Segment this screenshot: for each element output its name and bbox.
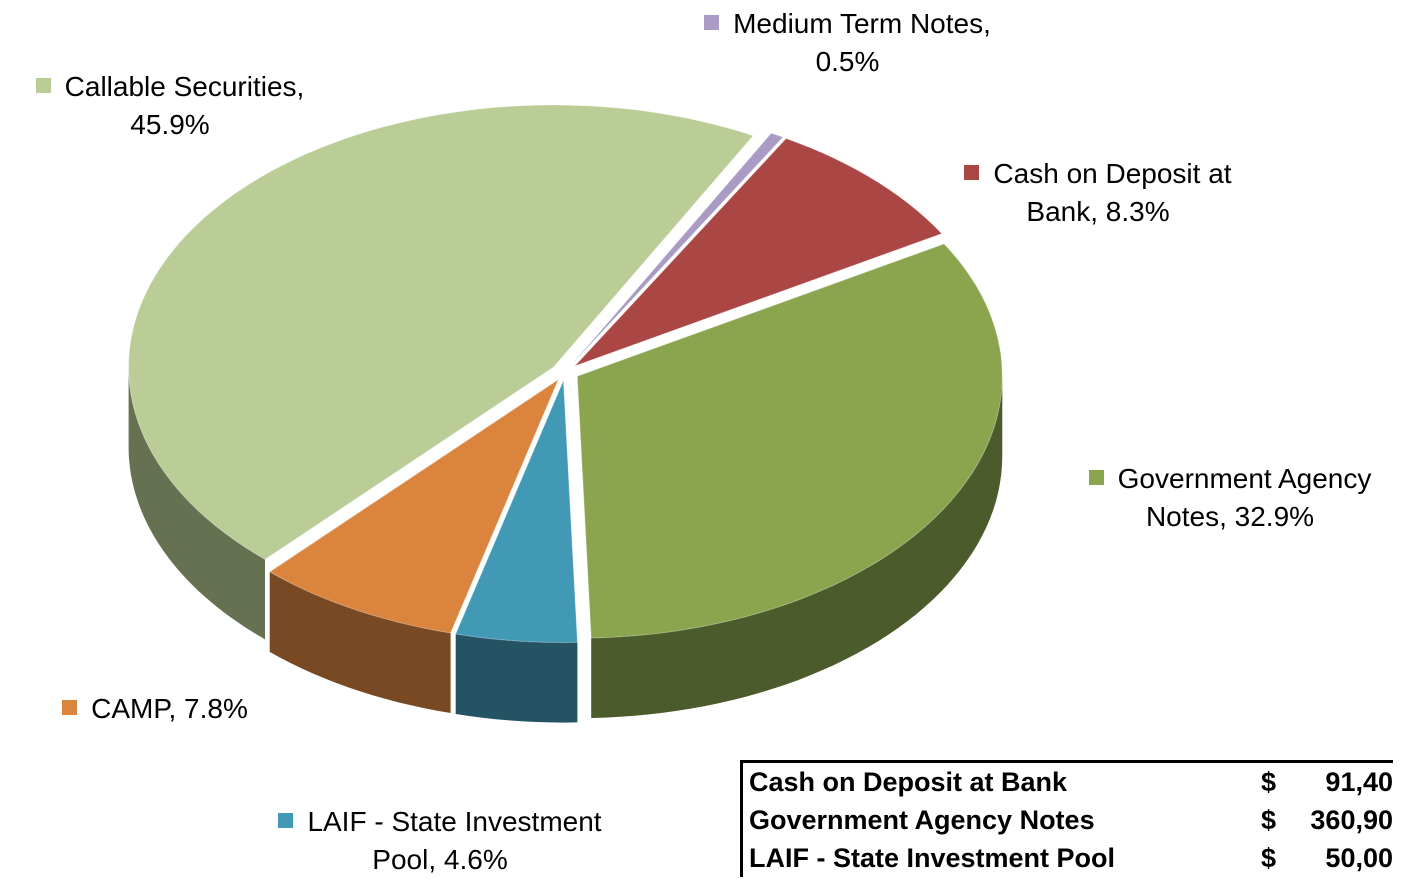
data-label: LAIF - State Investment Pool, 4.6%: [250, 803, 630, 879]
slice: [576, 243, 1003, 639]
legend-swatch: [964, 165, 980, 180]
legend-swatch: [62, 700, 78, 715]
table-cell: LAIF - State Investment Pool: [749, 842, 1116, 873]
table-cell: 50,00: [1325, 842, 1393, 873]
value-label: 45.9%: [130, 109, 210, 140]
category-label: CAMP,: [91, 693, 177, 724]
slice: [574, 137, 943, 367]
value-label: 7.8%: [184, 693, 248, 724]
summary-table: Cash on Deposit at Bank $91,40 Government …: [740, 760, 1393, 877]
table-row: Government Agency Notes $360,90: [742, 801, 1393, 839]
data-label: Callable Securities, 45.9%: [5, 68, 335, 144]
value-label: 32.9%: [1234, 501, 1315, 532]
table-row: LAIF - State Investment Pool $50,00: [742, 839, 1393, 877]
data-label: Medium Term Notes, 0.5%: [675, 5, 1020, 81]
category-label: Cash on Deposit at Bank,: [993, 158, 1232, 227]
data-label: Government Agency Notes, 32.9%: [1060, 460, 1400, 536]
legend-swatch: [278, 813, 294, 828]
category-label: Government Agency Notes,: [1117, 463, 1372, 532]
category-label: Callable Securities,: [64, 71, 305, 102]
table-cell: Cash on Deposit at Bank: [749, 766, 1068, 797]
table-cell: Government Agency Notes: [749, 804, 1095, 835]
slice: [454, 380, 578, 644]
value-label: 4.6%: [443, 844, 508, 875]
legend-swatch: [35, 78, 51, 93]
slice-side: [128, 367, 265, 640]
value-label: 8.3%: [1105, 196, 1170, 227]
category-label: LAIF - State Investment Pool,: [307, 806, 602, 875]
table-cell: 91,40: [1325, 766, 1393, 797]
table-cell: $: [1261, 766, 1277, 797]
slice-side: [591, 376, 1003, 718]
data-label: Cash on Deposit at Bank, 8.3%: [938, 155, 1258, 231]
slice: [571, 132, 784, 365]
slice: [268, 378, 560, 634]
slice-side: [269, 571, 451, 713]
slice: [128, 104, 754, 560]
data-label: CAMP, 7.8%: [40, 690, 270, 728]
slice-side: [455, 634, 578, 723]
legend-swatch: [704, 15, 720, 30]
table-cell: 360,90: [1310, 804, 1393, 835]
legend-swatch: [1088, 470, 1104, 485]
value-label: 0.5%: [815, 46, 880, 77]
table-cell: $: [1261, 804, 1277, 835]
category-label: Medium Term Notes,: [733, 8, 991, 39]
table-row: Cash on Deposit at Bank $91,40: [742, 762, 1393, 802]
table-cell: $: [1261, 842, 1277, 873]
